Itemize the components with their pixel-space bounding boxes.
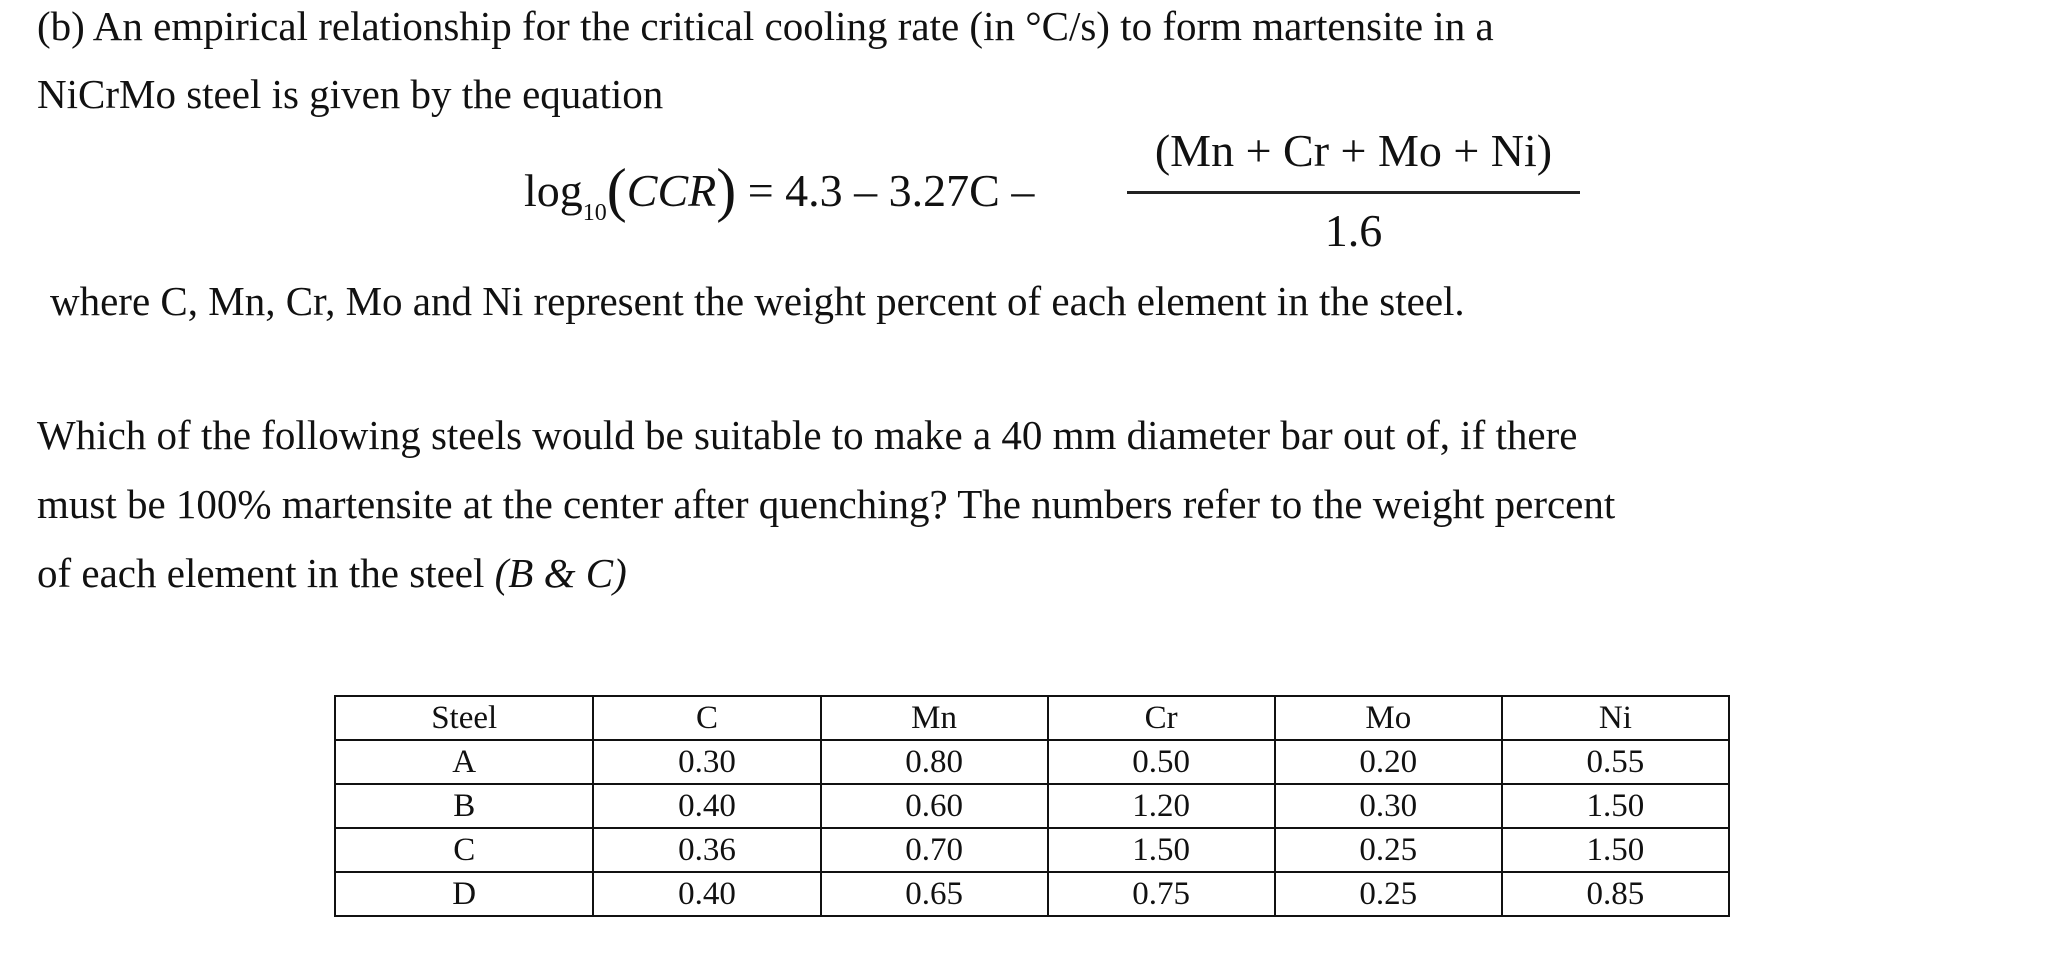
table-cell: A <box>333 739 595 785</box>
fraction-bar <box>1127 191 1580 194</box>
numerator: (Mn + Cr + Mo + Ni) <box>1154 125 1553 176</box>
table-cell: 0.30 <box>592 739 822 785</box>
table-cell: Steel <box>333 695 595 741</box>
arg: CCR <box>626 165 717 216</box>
table-cell: C <box>333 827 595 873</box>
table-cell: D <box>333 871 595 917</box>
steel-table: Steel C Mn Cr Mo Ni A 0.30 0.80 0.50 0.20 0.55 B 0.40… <box>333 695 1731 917</box>
table-cell: Cr <box>1046 695 1276 741</box>
table-row: B 0.40 0.60 1.20 0.30 1.50 <box>333 783 1731 829</box>
question-text: of each element in the steel <box>37 550 485 596</box>
answer: (B & C) <box>494 550 627 596</box>
table-cell: 0.60 <box>819 783 1049 829</box>
table-cell: 0.70 <box>819 827 1049 873</box>
table-cell: 0.20 <box>1273 739 1503 785</box>
table-cell: 0.36 <box>592 827 822 873</box>
table-cell: Mn <box>819 695 1049 741</box>
table-cell: Ni <box>1500 695 1731 741</box>
table-row: A 0.30 0.80 0.50 0.20 0.55 <box>333 739 1731 785</box>
where-text: where C, Mn, Cr, Mo and Ni represent the… <box>50 278 1465 324</box>
denominator: 1.6 <box>1324 205 1383 256</box>
table-cell: B <box>333 783 595 829</box>
table-cell: 0.65 <box>819 871 1049 917</box>
table-cell: 1.50 <box>1500 827 1731 873</box>
intro-line: (b) An empirical relationship for the cr… <box>37 3 1494 49</box>
header-row: Steel C Mn Cr Mo Ni <box>333 695 1731 741</box>
table-cell: 0.85 <box>1500 871 1731 917</box>
func: log <box>524 165 583 216</box>
table-cell: 0.40 <box>592 871 822 917</box>
table-cell: 0.25 <box>1273 871 1503 917</box>
table-cell: 0.50 <box>1046 739 1276 785</box>
question-line: Which of the following steels would be s… <box>37 412 1578 458</box>
table-cell: 0.75 <box>1046 871 1276 917</box>
table-row: C 0.36 0.70 1.50 0.25 1.50 <box>333 827 1731 873</box>
table-row: D 0.40 0.65 0.75 0.25 0.85 <box>333 871 1731 917</box>
table-cell: 0.80 <box>819 739 1049 785</box>
equation-lhs: log10(CCR) = 4.3 – 3.27C – <box>524 157 1035 226</box>
table-cell: C <box>592 695 822 741</box>
table-cell: 0.25 <box>1273 827 1503 873</box>
table-cell: Mo <box>1273 695 1503 741</box>
question-line: must be 100% martensite at the center af… <box>37 481 1616 527</box>
table-cell: 1.50 <box>1500 783 1731 829</box>
intro-line: NiCrMo steel is given by the equation <box>37 71 664 117</box>
table-cell: 1.50 <box>1046 827 1276 873</box>
rhs: = 4.3 – 3.27C – <box>747 165 1035 216</box>
base: 10 <box>582 200 607 226</box>
table-cell: 0.30 <box>1273 783 1503 829</box>
question-line: of each element in the steel (B & C) <box>37 553 627 594</box>
table-cell: 1.20 <box>1046 783 1276 829</box>
table-cell: 0.55 <box>1500 739 1731 785</box>
table-cell: 0.40 <box>592 783 822 829</box>
